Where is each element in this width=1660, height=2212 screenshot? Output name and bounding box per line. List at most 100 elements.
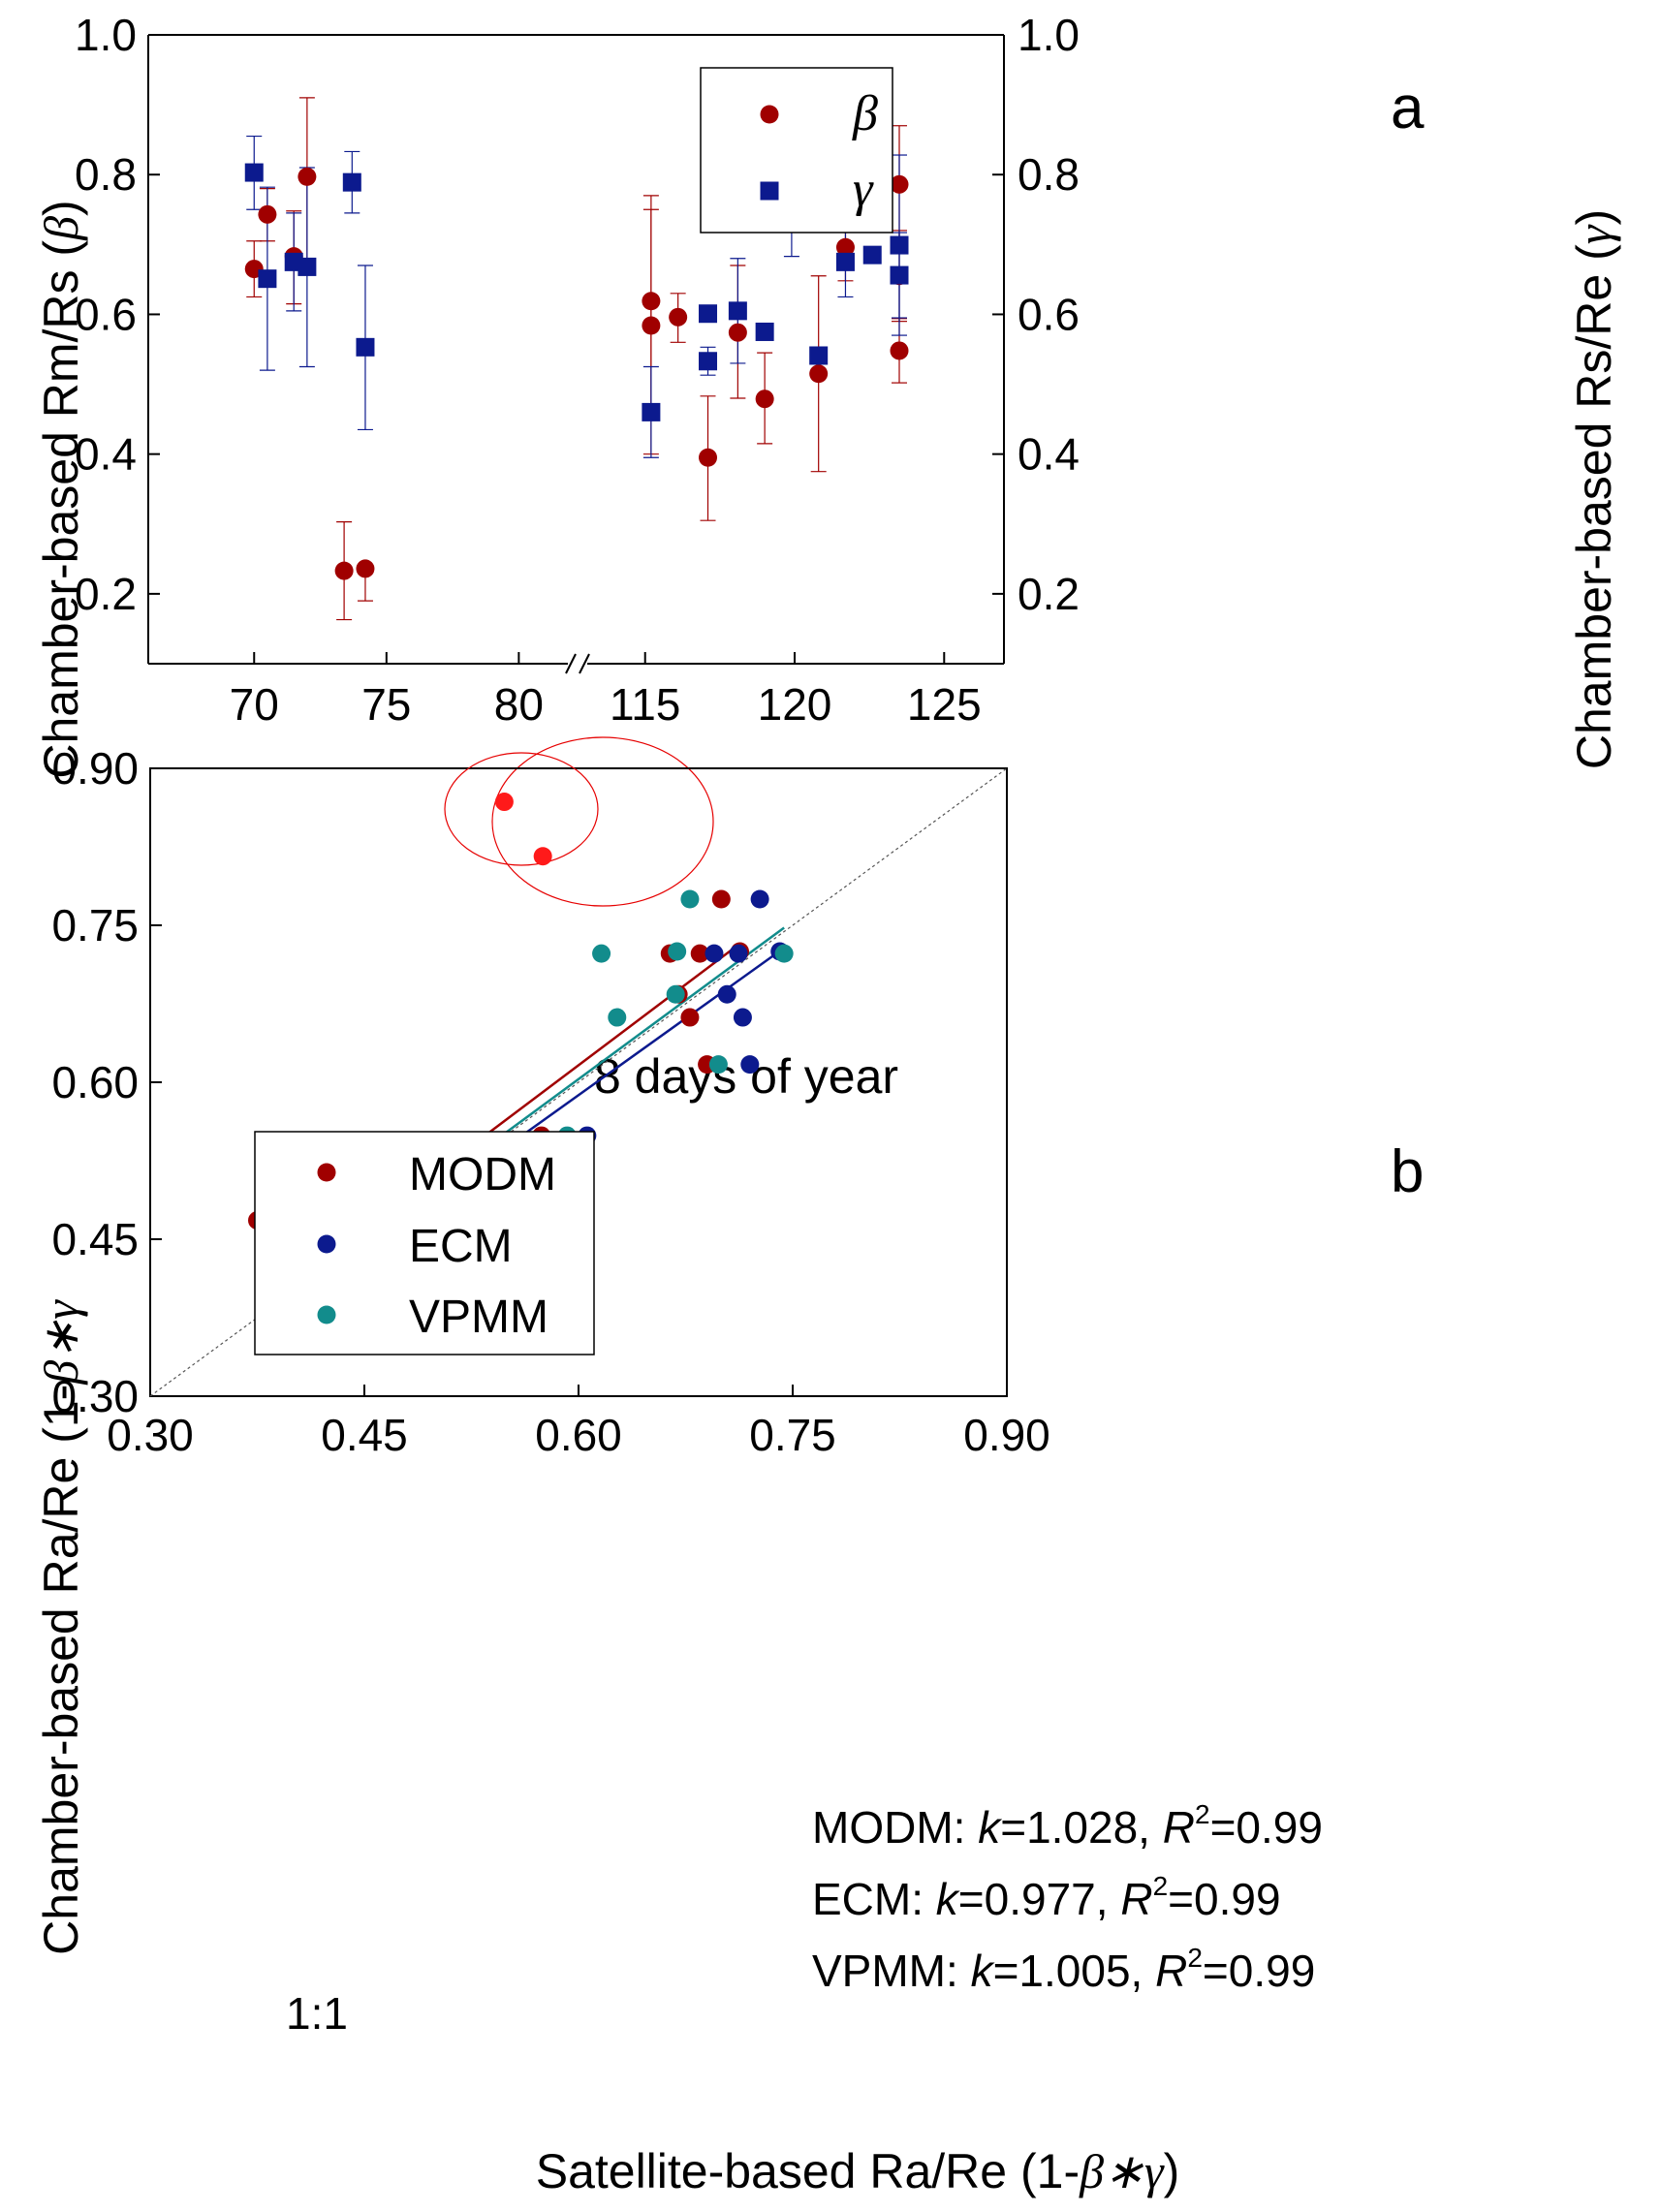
beta-point	[699, 448, 718, 467]
gamma-point	[298, 257, 317, 276]
modm-point	[680, 1008, 700, 1027]
gamma-point	[342, 172, 361, 192]
gamma-point	[258, 269, 277, 289]
legend-gamma-marker	[760, 181, 779, 201]
ecm-point	[733, 1008, 752, 1027]
panel-a-right-tick-label: 0.2	[1018, 569, 1080, 619]
modm-point	[711, 889, 731, 909]
ecm-point	[717, 984, 736, 1004]
stat-vpmm: VPMM: k=1.005, R2=0.99	[812, 1943, 1315, 1996]
panel-a-left-tick-label: 1.0	[75, 10, 137, 60]
panel-a-left-tick-label: 0.2	[75, 569, 137, 619]
vpmm-point	[708, 1055, 728, 1075]
legend-gamma-label: γ	[853, 162, 874, 217]
panel-b-highlight-ellipse	[444, 752, 599, 866]
gamma-point	[642, 402, 661, 421]
panel-b-x-tick-label: 0.45	[321, 1410, 408, 1460]
legend-ecm-marker	[317, 1234, 336, 1254]
left-axis-title-symbol: β	[34, 216, 88, 241]
panel-b-y-tick-label: 0.60	[51, 1057, 139, 1107]
gamma-point	[755, 322, 774, 341]
ecm-point	[740, 1055, 760, 1075]
panel-a-frame	[147, 34, 1005, 674]
axis-break-mark-1	[565, 653, 577, 674]
panel-a-x-tick-label: 120	[758, 679, 832, 730]
vpmm-point	[666, 984, 685, 1004]
panel-a-right-tick-label: 0.8	[1018, 149, 1080, 200]
ecm-point	[750, 889, 769, 909]
panel-b-label: b	[1391, 1138, 1424, 1205]
panel-b-legend: MODM ECM VPMM	[254, 1131, 595, 1355]
panel-b-stats: MODM: k=1.028, R2=0.99 ECM: k=0.977, R2=…	[812, 1799, 1323, 1996]
beta-point	[334, 561, 354, 580]
panel-b-x-axis-title: Satellite-based Ra/Re (1-β∗γ)	[536, 2144, 1180, 2198]
highlight-ellipse-b	[444, 752, 599, 866]
beta-point	[728, 323, 747, 342]
panel-a-ticks: 1.0 1.0 0.8 0.8 0.6 0.6 0.4 0.4 0.2 0.2 70 75 80 115 1…	[75, 10, 1080, 730]
beta-point	[755, 389, 774, 409]
panel-a: 1.0 1.0 0.8 0.8 0.6 0.6 0.4 0.4 0.2 0.2 70 75 80 115 1…	[34, 10, 1621, 1104]
panel-a-label: a	[1391, 75, 1425, 141]
one-to-one-label: 1:1	[286, 1988, 348, 2039]
gamma-point	[890, 265, 909, 285]
beta-point	[890, 341, 909, 360]
panel-a-x-tick-label: 70	[230, 679, 279, 730]
vpmm-point	[608, 1008, 627, 1027]
beta-point	[258, 204, 277, 224]
panel-b-y-tick-label: 0.90	[51, 743, 139, 794]
beta-point	[809, 364, 829, 384]
panel-b-ticks: 0.30 0.45 0.60 0.75 0.90 0.30 0.45 0.60 0.75 0.90	[51, 743, 1049, 1460]
panel-a-right-tick-label: 1.0	[1018, 10, 1080, 60]
gamma-point	[244, 163, 264, 182]
panel-a-x-tick-label: 80	[494, 679, 544, 730]
beta-point	[835, 237, 855, 257]
ecm-point	[729, 944, 748, 963]
panel-b-x-tick-label: 0.30	[107, 1410, 194, 1460]
modm-point	[690, 944, 709, 963]
panel-a-right-tick-label: 0.6	[1018, 289, 1080, 339]
gamma-point	[835, 252, 855, 271]
panel-a-left-tick-label: 0.6	[75, 289, 137, 339]
vpmm-point	[668, 942, 687, 961]
gamma-point	[356, 337, 375, 357]
gamma-point	[809, 346, 829, 365]
panel-b-x-tick-label: 0.60	[535, 1410, 622, 1460]
right-axis-title-prefix: Chamber-based Rs/Re (	[1567, 244, 1621, 769]
panel-b-x-tick-label: 0.90	[963, 1410, 1050, 1460]
panel-b-y-tick-label: 0.75	[51, 900, 139, 950]
gamma-point	[699, 352, 718, 371]
panel-a-highlight-ellipse	[491, 736, 714, 907]
panel-b-y-tick-label: 0.45	[51, 1214, 139, 1264]
panel-b-x-tick-label: 0.75	[749, 1410, 836, 1460]
highlighted-point	[494, 793, 514, 812]
panel-b-legend-box	[254, 1131, 595, 1355]
gamma-point	[890, 235, 909, 255]
panel-a-right-tick-label: 0.4	[1018, 429, 1080, 480]
highlight-ellipse-a	[491, 736, 714, 907]
vpmm-point	[774, 944, 794, 963]
legend-vpmm-label: VPMM	[409, 1292, 548, 1343]
legend-modm-marker	[317, 1163, 336, 1182]
beta-point	[669, 307, 688, 327]
panel-b: 0.30 0.45 0.60 0.75 0.90 0.30 0.45 0.60 0.75 0.90…	[34, 743, 1424, 2198]
panel-a-legend-box	[700, 67, 893, 234]
panel-b-y-tick-label: 0.30	[51, 1371, 139, 1421]
panel-a-x-tick-label: 75	[361, 679, 411, 730]
beta-point	[642, 316, 661, 335]
beta-point	[356, 559, 375, 578]
gamma-point	[728, 301, 747, 321]
legend-modm-label: MODM	[409, 1149, 556, 1200]
left-axis-title-prefix: Chamber-based Rm/Rs (	[34, 240, 88, 779]
right-axis-title-suffix: )	[1567, 209, 1621, 226]
legend-vpmm-marker	[317, 1305, 336, 1324]
right-axis-title-symbol: γ	[1567, 224, 1621, 244]
panel-a-x-tick-label: 125	[907, 679, 982, 730]
stat-modm: MODM: k=1.028, R2=0.99	[812, 1799, 1323, 1853]
legend-beta-label: β	[852, 86, 878, 141]
vpmm-point	[592, 944, 611, 963]
stat-ecm: ECM: k=0.977, R2=0.99	[812, 1871, 1281, 1924]
beta-point	[298, 167, 317, 186]
vpmm-point	[680, 889, 700, 909]
